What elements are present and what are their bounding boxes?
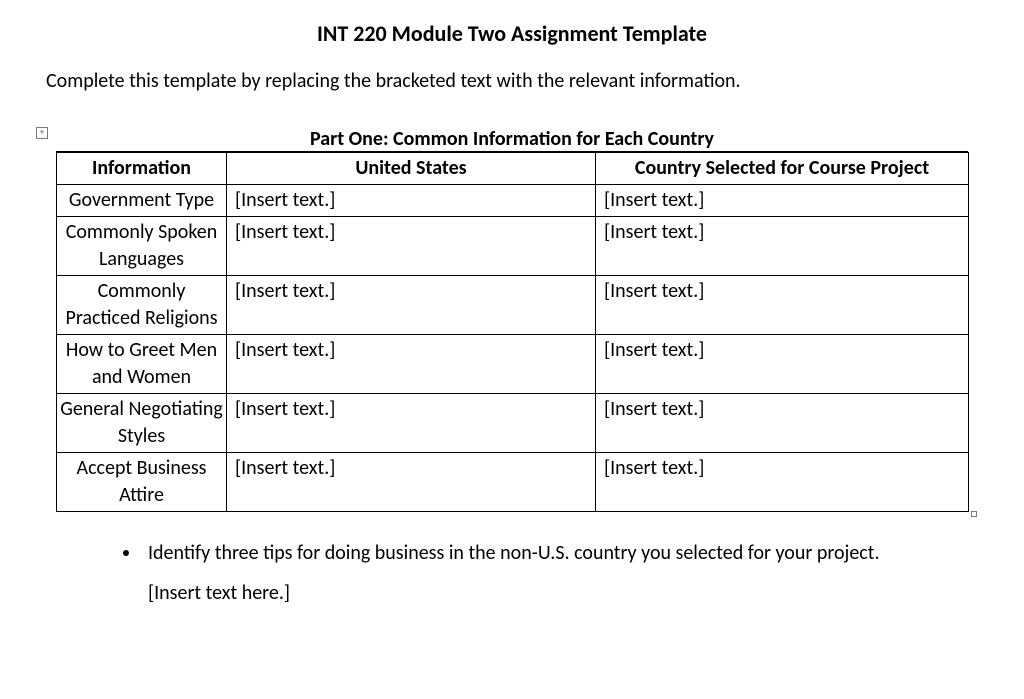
row-label: Commonly Spoken Languages [57,217,227,276]
page-title: INT 220 Module Two Assignment Template [46,20,978,47]
cell-selected[interactable]: [Insert text.] [596,217,969,276]
row-label: Accept Business Attire [57,453,227,512]
cell-us[interactable]: [Insert text.] [227,335,596,394]
cell-us[interactable]: [Insert text.] [227,217,596,276]
col-header-information: Information [57,153,227,185]
table-row: How to Greet Men and Women [Insert text.… [57,335,969,394]
table-header-row: Information United States Country Select… [57,153,969,185]
cell-selected[interactable]: [Insert text.] [596,276,969,335]
cell-selected[interactable]: [Insert text.] [596,453,969,512]
row-label: How to Greet Men and Women [57,335,227,394]
info-table: Information United States Country Select… [56,152,969,512]
row-label: General Negotiating Styles [57,394,227,453]
cell-us[interactable]: [Insert text.] [227,453,596,512]
table-row: Commonly Spoken Languages [Insert text.]… [57,217,969,276]
table-row: Commonly Practiced Religions [Insert tex… [57,276,969,335]
cell-selected[interactable]: [Insert text.] [596,185,969,217]
tip-insert-placeholder[interactable]: [Insert text here.] [148,576,978,610]
cell-us[interactable]: [Insert text.] [227,394,596,453]
cell-us[interactable]: [Insert text.] [227,276,596,335]
row-label: Government Type [57,185,227,217]
document-page: INT 220 Module Two Assignment Template C… [0,0,1024,610]
cell-selected[interactable]: [Insert text.] [596,335,969,394]
tips-list: Identify three tips for doing business i… [46,536,978,610]
table-resize-handle-icon[interactable] [971,511,977,517]
table-row: General Negotiating Styles [Insert text.… [57,394,969,453]
table-anchor-icon[interactable]: + [36,127,48,139]
tip-text: Identify three tips for doing business i… [148,541,880,565]
table-row: Government Type [Insert text.] [Insert t… [57,185,969,217]
row-label: Commonly Practiced Religions [57,276,227,335]
cell-us[interactable]: [Insert text.] [227,185,596,217]
cell-selected[interactable]: [Insert text.] [596,394,969,453]
section-wrap: + Part One: Common Information for Each … [46,127,978,512]
col-header-united-states: United States [227,153,596,185]
section-heading: Part One: Common Information for Each Co… [56,127,968,152]
table-holder: Information United States Country Select… [56,152,968,512]
col-header-country-selected: Country Selected for Course Project [596,153,969,185]
table-row: Accept Business Attire [Insert text.] [I… [57,453,969,512]
intro-paragraph: Complete this template by replacing the … [46,69,978,93]
list-item: Identify three tips for doing business i… [142,536,978,610]
